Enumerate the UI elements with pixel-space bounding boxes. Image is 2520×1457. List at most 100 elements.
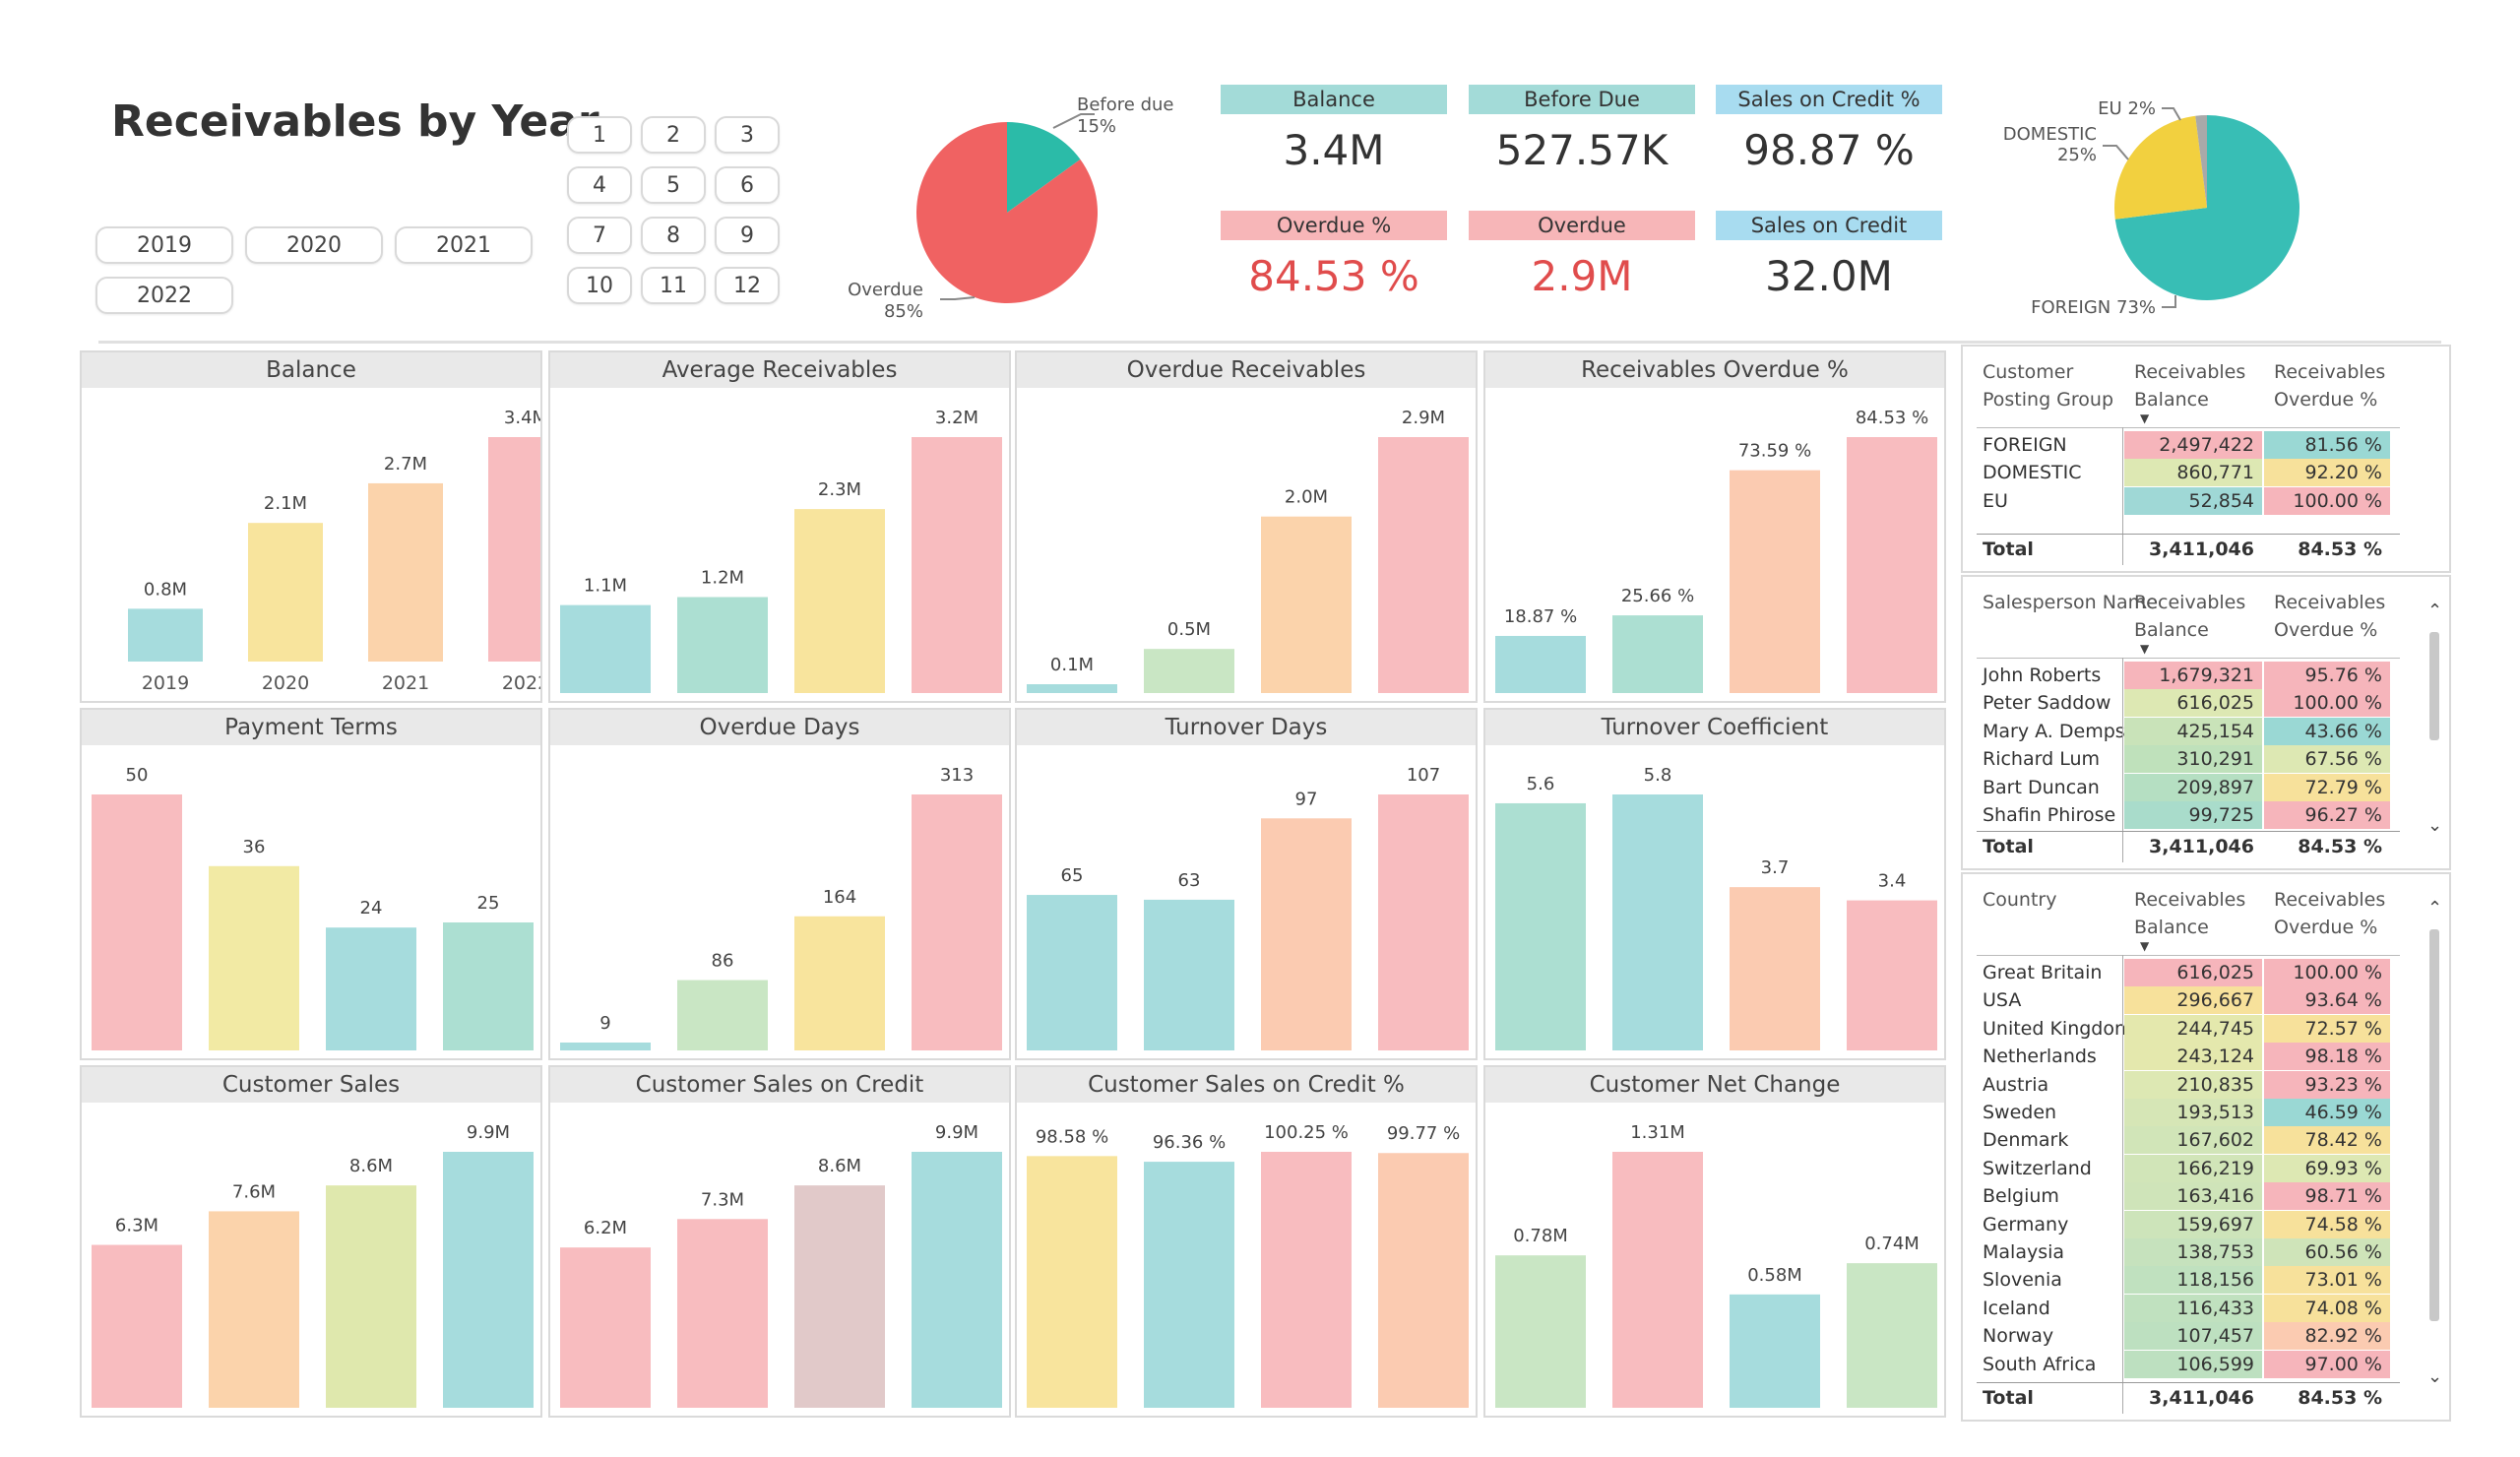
table-row[interactable]: Malaysia 138,753 60.56 % [1963, 1238, 2426, 1266]
table-row[interactable]: Iceland 116,433 74.08 % [1963, 1294, 2426, 1322]
bar-2022[interactable] [443, 1152, 534, 1408]
bar-2022[interactable] [1847, 1263, 1937, 1408]
column-header-name[interactable]: Customer Posting Group [1983, 361, 2114, 411]
due-pie-slice-before-due[interactable] [1007, 122, 1081, 213]
column-header-name[interactable]: Salesperson Name [1983, 592, 2158, 613]
bar-2021[interactable] [794, 916, 885, 1050]
bar-2021[interactable] [1730, 470, 1820, 693]
bar-2020[interactable] [1612, 1152, 1703, 1408]
year-button-2020[interactable]: 2020 [245, 226, 383, 264]
month-button-5[interactable]: 5 [641, 166, 706, 204]
table-row[interactable]: Norway 107,457 82.92 % [1963, 1322, 2426, 1351]
bar-2020[interactable] [1612, 615, 1703, 693]
bar-2021[interactable] [1261, 516, 1352, 693]
due-pie-slice-overdue[interactable] [916, 122, 1098, 303]
month-button-9[interactable]: 9 [715, 217, 780, 254]
month-button-8[interactable]: 8 [641, 217, 706, 254]
bar-2019[interactable] [560, 604, 651, 693]
column-header-overdue[interactable]: Receivables Overdue % [2274, 889, 2386, 938]
table-row[interactable]: Bart Duncan 209,897 72.79 % [1963, 773, 2426, 801]
bar-2020[interactable] [248, 523, 323, 662]
bar-2020[interactable] [209, 865, 299, 1050]
table-row[interactable]: Great Britain 616,025 100.00 % [1963, 959, 2426, 986]
bar-2020[interactable] [677, 980, 768, 1050]
table-row[interactable]: Belgium 163,416 98.71 % [1963, 1182, 2426, 1211]
table-row[interactable]: Switzerland 166,219 69.93 % [1963, 1154, 2426, 1182]
group-pie-slice-eu[interactable] [2195, 115, 2207, 208]
sort-descending-icon[interactable]: ▼ [2140, 939, 2150, 953]
table-row[interactable]: Germany 159,697 74.58 % [1963, 1210, 2426, 1238]
bar-2022[interactable] [912, 794, 1002, 1050]
column-header-balance[interactable]: Receivables Balance [2134, 592, 2246, 641]
bar-2021[interactable] [794, 509, 885, 693]
bar-2019[interactable] [1027, 684, 1117, 693]
table-row[interactable]: DOMESTIC 860,771 92.20 % [1963, 459, 2426, 487]
table-row[interactable]: FOREIGN 2,497,422 81.56 % [1963, 431, 2426, 459]
table-row[interactable]: USA 296,667 93.64 % [1963, 986, 2426, 1015]
bar-2020[interactable] [209, 1211, 299, 1408]
bar-2019[interactable] [560, 1247, 651, 1408]
month-button-1[interactable]: 1 [567, 116, 632, 154]
column-header-overdue[interactable]: Receivables Overdue % [2274, 361, 2386, 411]
bar-2019[interactable] [1027, 895, 1117, 1050]
bar-2022[interactable] [912, 1152, 1002, 1408]
month-button-11[interactable]: 11 [641, 267, 706, 304]
bar-2021[interactable] [326, 1185, 416, 1408]
bar-2019[interactable] [92, 1244, 182, 1408]
table-row[interactable]: Peter Saddow 616,025 100.00 % [1963, 689, 2426, 718]
scroll-up-icon[interactable]: ⌃ [2427, 898, 2443, 919]
table-row[interactable]: Shafin Phirose 99,725 96.27 % [1963, 801, 2426, 829]
month-button-6[interactable]: 6 [715, 166, 780, 204]
table-row[interactable]: John Roberts 1,679,321 95.76 % [1963, 662, 2426, 689]
table-row[interactable]: Slovenia 118,156 73.01 % [1963, 1266, 2426, 1295]
bar-2022[interactable] [443, 922, 534, 1050]
bar-2021[interactable] [1730, 887, 1820, 1050]
year-button-2021[interactable]: 2021 [395, 226, 533, 264]
group-pie-slice-foreign[interactable] [2114, 115, 2300, 300]
table-row[interactable]: Austria 210,835 93.23 % [1963, 1070, 2426, 1099]
bar-2020[interactable] [1144, 899, 1234, 1050]
bar-2022[interactable] [1847, 900, 1937, 1050]
month-button-2[interactable]: 2 [641, 116, 706, 154]
bar-2019[interactable] [1027, 1156, 1117, 1408]
bar-2021[interactable] [368, 482, 443, 662]
sort-descending-icon[interactable]: ▼ [2140, 412, 2150, 425]
year-button-2022[interactable]: 2022 [95, 277, 233, 314]
bar-2020[interactable] [677, 1219, 768, 1408]
scroll-down-icon[interactable]: ⌄ [2427, 815, 2443, 836]
bar-2020[interactable] [1144, 649, 1234, 693]
bar-2021[interactable] [1261, 818, 1352, 1050]
bar-2021[interactable] [1261, 1152, 1352, 1408]
month-button-7[interactable]: 7 [567, 217, 632, 254]
table-row[interactable]: United Kingdom 244,745 72.57 % [1963, 1014, 2426, 1043]
table-row[interactable]: South Africa 106,599 97.00 % [1963, 1350, 2426, 1378]
bar-2019[interactable] [128, 608, 203, 662]
bar-2022[interactable] [912, 437, 1002, 693]
bar-2019[interactable] [560, 1043, 651, 1050]
bar-2022[interactable] [1378, 437, 1469, 693]
month-button-10[interactable]: 10 [567, 267, 632, 304]
column-header-name[interactable]: Country [1983, 889, 2057, 911]
bar-2022[interactable] [1378, 794, 1469, 1050]
column-header-balance[interactable]: Receivables Balance [2134, 889, 2246, 938]
bar-2020[interactable] [677, 597, 768, 694]
bar-2020[interactable] [1144, 1162, 1234, 1408]
bar-2022[interactable] [1847, 437, 1937, 693]
bar-2022[interactable] [488, 437, 540, 662]
table-row[interactable]: Richard Lum 310,291 67.56 % [1963, 745, 2426, 774]
table-row[interactable]: EU 52,854 100.00 % [1963, 486, 2426, 515]
table-row[interactable]: Sweden 193,513 46.59 % [1963, 1099, 2426, 1126]
table-row[interactable]: Netherlands 243,124 98.18 % [1963, 1043, 2426, 1071]
month-button-12[interactable]: 12 [715, 267, 780, 304]
bar-2021[interactable] [1730, 1294, 1820, 1408]
scrollbar-thumb[interactable] [2429, 929, 2439, 1321]
bar-2022[interactable] [1378, 1153, 1469, 1408]
month-button-3[interactable]: 3 [715, 116, 780, 154]
column-header-balance[interactable]: Receivables Balance [2134, 361, 2246, 411]
sort-descending-icon[interactable]: ▼ [2140, 642, 2150, 656]
scrollbar-thumb[interactable] [2429, 632, 2439, 740]
bar-2021[interactable] [794, 1185, 885, 1408]
group-pie-slice-domestic[interactable] [2114, 115, 2207, 220]
bar-2021[interactable] [326, 927, 416, 1050]
bar-2019[interactable] [92, 794, 182, 1050]
